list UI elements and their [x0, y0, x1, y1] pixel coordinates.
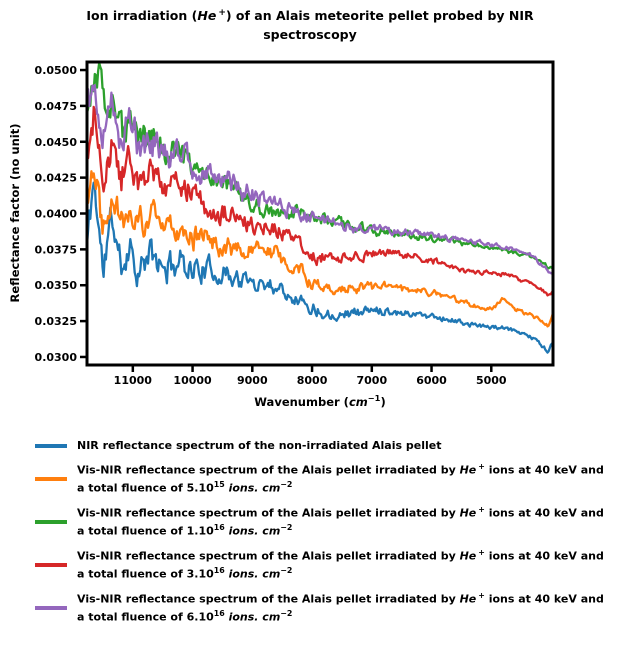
legend-label: Vis-NIR reflectance spectrum of the Alai… — [77, 547, 604, 581]
x-tick-label: 9000 — [237, 374, 268, 387]
y-tick-label: 0.0450 — [35, 136, 78, 149]
y-tick-label: 0.0500 — [35, 64, 78, 77]
x-tick-label: 10000 — [173, 374, 212, 387]
series-line-fluence-5e15 — [87, 170, 553, 328]
series-line-fluence-6e16 — [87, 84, 553, 277]
legend-item-fluence-1e16: Vis-NIR reflectance spectrum of the Alai… — [35, 504, 615, 541]
legend-label: Vis-NIR reflectance spectrum of the Alai… — [77, 504, 604, 538]
axes-spines — [85, 60, 555, 367]
legend-swatch-red — [35, 563, 67, 568]
legend-swatch-green — [35, 520, 67, 525]
legend: NIR reflectance spectrum of the non-irra… — [35, 437, 615, 627]
legend-swatch-purple — [35, 606, 67, 611]
x-axis-label: Wavenumber (cm−1) — [254, 393, 386, 409]
y-axis-label: Reflectance factor (no unit) — [8, 123, 22, 303]
chart-title: Ion irradiation (He +) of an Alais meteor… — [86, 8, 534, 42]
y-tick-label: 0.0375 — [35, 243, 77, 256]
legend-item-fluence-3e16: Vis-NIR reflectance spectrum of the Alai… — [35, 547, 615, 584]
series-line-fluence-3e16 — [87, 105, 553, 297]
series-line-non-irradiated — [87, 181, 553, 354]
y-tick-label: 0.0325 — [35, 315, 77, 328]
legend-swatch-blue — [35, 443, 67, 448]
y-tick-label: 0.0300 — [35, 351, 78, 364]
legend-label: NIR reflectance spectrum of the non-irra… — [77, 439, 442, 452]
legend-item-fluence-5e15: Vis-NIR reflectance spectrum of the Alai… — [35, 461, 615, 498]
x-tick-label: 11000 — [114, 374, 153, 387]
y-tick-label: 0.0425 — [35, 172, 77, 185]
x-tick-label: 8000 — [297, 374, 328, 387]
series-line-fluence-1e16 — [87, 62, 553, 270]
legend-swatch-orange — [35, 477, 67, 482]
legend-label: Vis-NIR reflectance spectrum of the Alai… — [77, 461, 604, 495]
legend-item-fluence-6e16: Vis-NIR reflectance spectrum of the Alai… — [35, 590, 615, 627]
legend-item-non-irradiated: NIR reflectance spectrum of the non-irra… — [35, 437, 615, 455]
legend-label: Vis-NIR reflectance spectrum of the Alai… — [77, 590, 604, 624]
ion-symbol: He — [197, 8, 217, 24]
spectra-chart: 11000 10000 9000 8000 7000 6000 5000 0.0500 0.04… — [35, 60, 555, 387]
y-tick-label: 0.0475 — [35, 100, 77, 113]
y-tick-label: 0.0350 — [35, 279, 78, 292]
x-tick-label: 6000 — [416, 374, 447, 387]
x-tick-label: 5000 — [476, 374, 507, 387]
x-tick-label: 7000 — [356, 374, 387, 387]
y-tick-label: 0.0400 — [35, 208, 78, 221]
